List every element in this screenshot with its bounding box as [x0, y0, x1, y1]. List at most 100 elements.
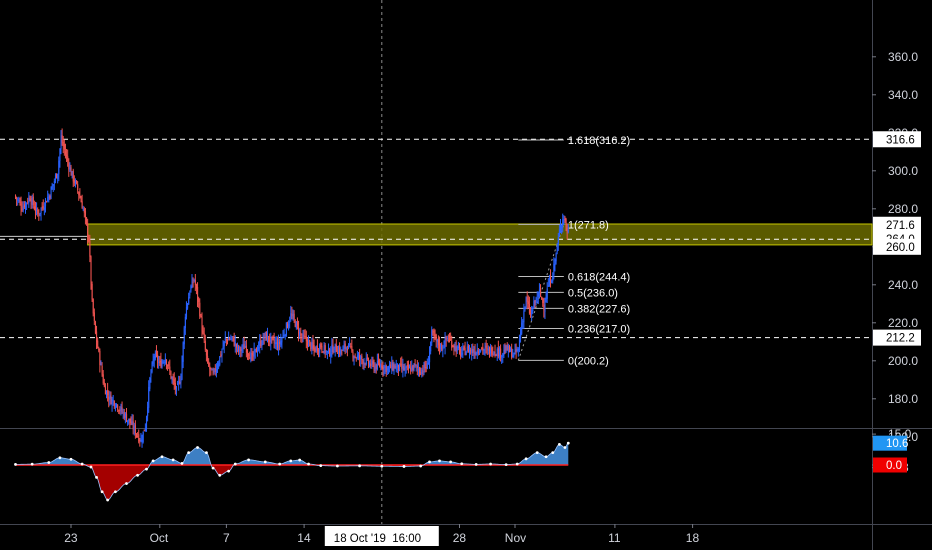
candle-body: [417, 369, 420, 371]
candle-body: [318, 350, 320, 352]
candle-body: [560, 226, 562, 230]
fib-level-label: 0.618(244.4): [568, 271, 630, 283]
candle-body: [280, 340, 282, 346]
candle-body: [384, 366, 386, 368]
candle-body: [433, 330, 435, 337]
candle-body: [502, 353, 504, 357]
candle-body: [126, 413, 128, 422]
candle-body: [538, 289, 541, 292]
candle-body: [545, 297, 547, 303]
time-tick-label: Nov: [505, 531, 526, 545]
candle-body: [497, 348, 499, 357]
candle-body: [415, 365, 417, 367]
fib-level-label: 0.5(236.0): [568, 287, 618, 299]
candle-body: [508, 346, 511, 353]
candle-body: [271, 336, 273, 338]
candle-body: [163, 361, 165, 363]
candle-body: [53, 181, 55, 184]
oscillator-point: [58, 456, 62, 460]
candle-body: [319, 345, 321, 353]
candle-body: [493, 351, 495, 355]
candle-body: [208, 361, 210, 366]
candle-body: [187, 303, 189, 309]
price-tag-label: 212.2: [886, 333, 915, 345]
candle-body: [521, 322, 523, 334]
candle-body: [445, 336, 447, 340]
candle-body: [254, 348, 256, 352]
candle-body: [48, 195, 50, 199]
candle-body: [165, 359, 168, 365]
candle-body: [354, 356, 356, 358]
candle-body: [386, 367, 388, 371]
candle-body: [543, 304, 545, 311]
candle-body: [94, 321, 97, 334]
candle-body: [194, 280, 196, 286]
candle-body: [467, 345, 469, 353]
price-tag-label: 260.0: [886, 242, 915, 254]
candle-body: [466, 346, 468, 351]
oscillator-point: [233, 462, 237, 466]
candle-body: [174, 382, 176, 390]
oscillator-point: [544, 455, 548, 459]
candle-body: [413, 363, 415, 370]
price-tag: 212.2: [873, 329, 921, 346]
candle-body: [532, 309, 534, 312]
oscillator-point: [106, 498, 110, 502]
price-tag: 316.6: [873, 131, 921, 148]
candle-body: [463, 346, 465, 348]
oscillator-point: [187, 451, 191, 455]
candle-body: [164, 358, 166, 364]
candle-body: [372, 361, 374, 364]
oscillator-point: [14, 462, 17, 466]
candle-body: [100, 364, 102, 366]
candle-body: [554, 259, 556, 266]
resistance-zone[interactable]: [87, 223, 873, 246]
candle-body: [283, 335, 285, 337]
candle-body: [455, 346, 457, 353]
candle-body: [346, 349, 348, 351]
candle-body: [340, 349, 342, 355]
candle-body: [87, 223, 89, 237]
price-tick-label: 200.0: [888, 354, 918, 368]
oscillator-point: [535, 451, 539, 455]
candle-body: [40, 207, 42, 214]
candle-body: [260, 340, 262, 347]
candle-body: [518, 340, 521, 350]
oscillator-point: [211, 466, 215, 470]
candle-body: [228, 338, 230, 341]
candle-body: [204, 341, 206, 350]
candle-body: [200, 316, 202, 318]
candle-body: [135, 433, 138, 435]
candle-body: [15, 195, 17, 198]
oscillator-axis[interactable]: 15.00.0-1.310.60.0: [872, 427, 912, 475]
candle-body: [331, 344, 333, 353]
price-tag: 260.0: [873, 238, 921, 255]
candle-body: [357, 354, 360, 357]
candle-body: [205, 349, 208, 356]
candle-body: [60, 136, 62, 150]
candle-body: [96, 331, 98, 343]
oscillator-tag-label: 10.6: [886, 438, 908, 450]
candle-body: [159, 361, 161, 363]
price-axis[interactable]: 160.0180.0200.0220.0240.0260.0280.0300.0…: [872, 50, 921, 444]
candle-body: [168, 364, 170, 366]
candle-body: [291, 314, 293, 316]
candle-body: [49, 196, 51, 198]
candle-body: [37, 209, 39, 214]
candle-body: [169, 366, 171, 371]
candle-body: [127, 420, 129, 423]
candle-body: [411, 366, 413, 371]
candle-body: [471, 349, 473, 353]
candle-body: [123, 412, 125, 419]
candle-body: [506, 345, 508, 351]
oscillator-point: [95, 475, 98, 479]
time-axis[interactable]: 23 Oct 7 14 28 Nov 11 18: [64, 524, 699, 545]
candle-body: [526, 297, 528, 302]
candle-body: [516, 348, 518, 352]
oscillator-point: [180, 461, 184, 465]
candle-body: [390, 364, 392, 369]
candle-body: [289, 321, 291, 323]
candle-body: [360, 355, 362, 360]
